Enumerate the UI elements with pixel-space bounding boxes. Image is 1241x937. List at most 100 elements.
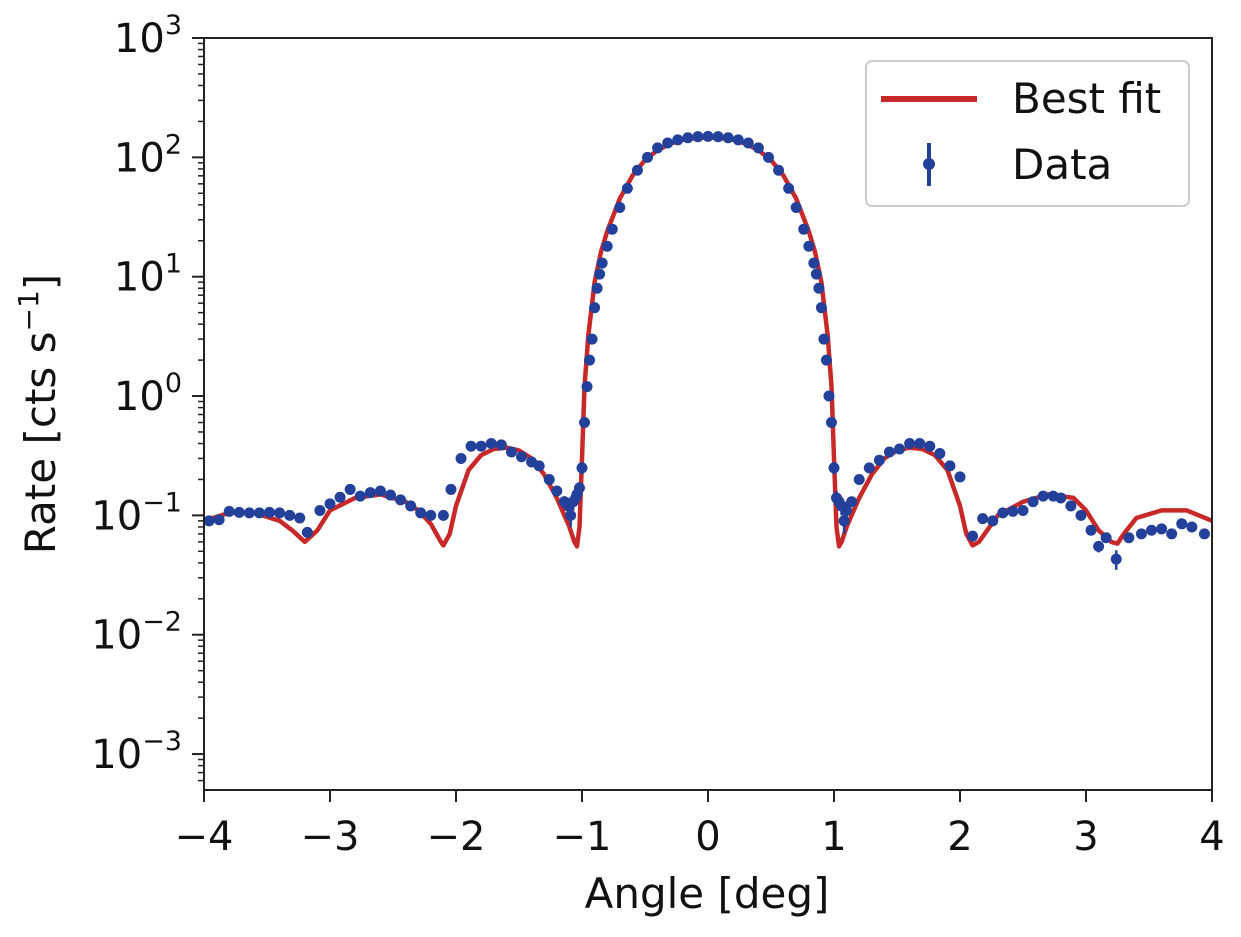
legend-label-best-fit: Best fit xyxy=(1012,74,1161,123)
x-tick-label: −2 xyxy=(427,814,486,860)
y-tick-label: 101 xyxy=(114,249,182,301)
data-point xyxy=(987,515,999,527)
data-point xyxy=(722,132,734,144)
data-point xyxy=(274,507,286,519)
data-point xyxy=(652,142,664,154)
data-point xyxy=(752,142,764,154)
data-point xyxy=(1075,509,1087,521)
data-point xyxy=(1176,518,1188,530)
data-point xyxy=(863,462,875,474)
data-point xyxy=(425,509,437,521)
data-point xyxy=(732,134,744,146)
data-point xyxy=(505,446,517,458)
data-point xyxy=(997,507,1009,519)
data-point xyxy=(631,164,643,176)
x-tick-label: −3 xyxy=(301,814,360,860)
data-point xyxy=(485,438,497,450)
data-point xyxy=(415,507,427,519)
data-point xyxy=(1123,532,1135,544)
x-tick-label: 3 xyxy=(1073,814,1098,860)
data-point xyxy=(1135,528,1147,540)
data-point xyxy=(495,439,507,451)
data-point xyxy=(606,223,618,235)
data-point xyxy=(614,201,626,213)
data-point xyxy=(815,302,827,314)
data-point xyxy=(934,447,946,459)
data-point xyxy=(846,496,858,508)
data-point xyxy=(1156,523,1168,535)
data-point xyxy=(1027,496,1039,508)
data-point xyxy=(437,509,449,521)
x-tick-label: 2 xyxy=(947,814,972,860)
data-point xyxy=(576,462,588,474)
data-point xyxy=(944,460,956,472)
data-point xyxy=(579,417,591,429)
x-tick-label: −4 xyxy=(175,814,234,860)
data-point xyxy=(914,438,926,450)
data-point xyxy=(204,515,215,527)
y-axis-label: Rate [cts s−1] xyxy=(12,274,65,554)
data-point xyxy=(294,512,306,524)
data-point xyxy=(334,491,346,503)
data-point xyxy=(601,240,613,252)
data-point xyxy=(841,504,853,516)
data-point xyxy=(233,506,245,518)
data-point xyxy=(324,498,336,510)
data-point xyxy=(803,240,815,252)
data-point xyxy=(445,483,457,495)
data-point xyxy=(301,526,313,538)
data-point xyxy=(475,440,487,452)
data-point xyxy=(662,137,674,149)
data-point xyxy=(621,182,633,194)
data-point xyxy=(783,182,795,194)
data-point xyxy=(591,282,603,294)
y-tick-label: 10−3 xyxy=(91,726,182,778)
data-point xyxy=(1065,500,1077,512)
data-point xyxy=(584,354,596,366)
y-tick-label: 10−2 xyxy=(91,607,182,659)
data-point xyxy=(1007,505,1019,517)
data-point xyxy=(314,504,326,516)
data-point xyxy=(543,473,555,485)
x-tick-label: 4 xyxy=(1199,814,1224,860)
y-tick-label: 10−1 xyxy=(91,487,182,539)
data-point xyxy=(253,507,265,519)
data-point xyxy=(516,451,528,463)
data-point xyxy=(243,507,255,519)
data-point xyxy=(808,257,820,269)
y-tick-label: 103 xyxy=(114,10,182,62)
data-point xyxy=(813,282,825,294)
data-point xyxy=(977,513,989,525)
x-axis-label: Angle [deg] xyxy=(585,869,830,918)
legend-label-data: Data xyxy=(1012,140,1112,189)
data-point xyxy=(364,487,376,499)
data-point xyxy=(924,440,936,452)
data-point xyxy=(838,515,850,527)
data-point xyxy=(712,131,724,143)
data-point xyxy=(594,268,606,280)
data-point xyxy=(284,509,296,521)
data-point xyxy=(384,489,396,501)
data-point xyxy=(565,509,577,521)
data-point xyxy=(798,223,810,235)
data-point xyxy=(596,257,608,269)
data-point xyxy=(1146,524,1158,536)
x-tick-label: −1 xyxy=(553,814,612,860)
data-point xyxy=(967,530,979,542)
data-point xyxy=(954,471,966,483)
data-point xyxy=(465,440,477,452)
data-point xyxy=(1110,553,1122,565)
y-tick-label: 102 xyxy=(114,129,182,181)
data-point xyxy=(1100,532,1112,544)
data-point xyxy=(1055,492,1067,504)
data-point xyxy=(354,490,366,502)
data-point xyxy=(818,333,830,345)
data-point xyxy=(589,302,601,314)
data-point xyxy=(904,438,916,450)
data-point xyxy=(692,131,704,143)
legend-point-swatch xyxy=(923,158,935,170)
data-point xyxy=(773,164,785,176)
data-point xyxy=(395,494,407,506)
data-point xyxy=(823,390,835,402)
